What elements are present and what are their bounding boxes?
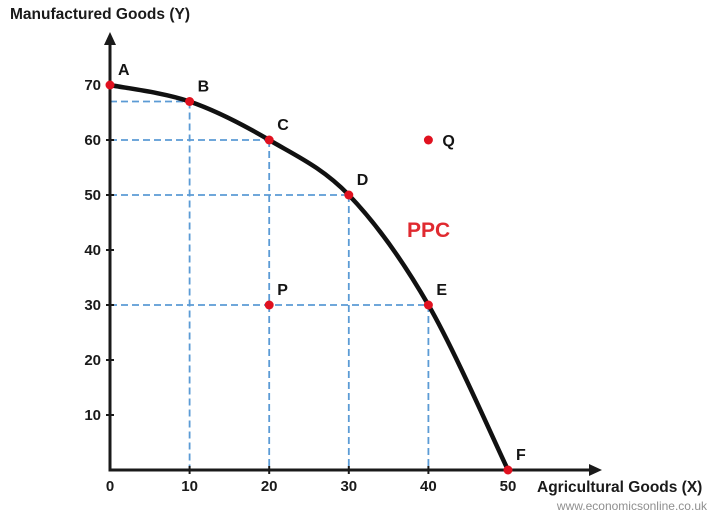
watermark: www.economicsonline.co.uk (556, 499, 707, 513)
data-point-label-F: F (516, 447, 526, 464)
data-point-D (344, 190, 354, 200)
y-tick-label-60: 60 (84, 132, 101, 149)
y-tick-label-20: 20 (84, 352, 101, 369)
y-tick-label-40: 40 (84, 242, 101, 259)
x-tick-label-10: 10 (181, 478, 198, 495)
data-point-C (264, 135, 274, 145)
x-axis-title: Agricultural Goods (X) (537, 479, 703, 496)
x-tick-label-40: 40 (420, 478, 437, 495)
x-tick-label-20: 20 (261, 478, 278, 495)
data-point-label-D: D (357, 172, 369, 189)
x-axis-arrow-icon (589, 464, 602, 476)
data-point-label-A: A (118, 62, 130, 79)
data-point-P (264, 300, 274, 310)
data-point-F (503, 465, 513, 475)
x-tick-label-30: 30 (340, 478, 357, 495)
y-tick-label-70: 70 (84, 77, 101, 94)
curve-label: PPC (407, 219, 451, 242)
y-tick-label-50: 50 (84, 187, 101, 204)
data-point-label-Q: Q (442, 133, 454, 150)
x-tick-label-50: 50 (500, 478, 517, 495)
data-point-E (423, 300, 433, 310)
data-point-B (185, 97, 195, 106)
y-tick-label-10: 10 (84, 407, 101, 424)
y-axis-arrow-icon (104, 32, 116, 45)
x-tick-label-0: 0 (106, 478, 114, 495)
data-point-label-E: E (436, 282, 447, 299)
data-point-label-B: B (198, 79, 210, 96)
data-point-label-P: P (277, 282, 288, 299)
data-point-Q (423, 135, 433, 145)
data-point-label-C: C (277, 117, 289, 134)
y-tick-label-30: 30 (84, 297, 101, 314)
data-point-A (105, 80, 115, 90)
y-axis-title: Manufactured Goods (Y) (10, 6, 190, 23)
